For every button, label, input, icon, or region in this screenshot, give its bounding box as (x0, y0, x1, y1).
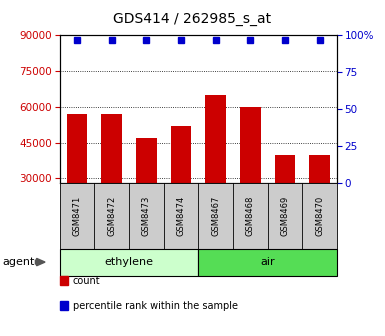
Bar (240, 107, 261, 250)
Text: ethylene: ethylene (104, 257, 154, 267)
Text: GSM8467: GSM8467 (211, 196, 220, 236)
Bar (136, 138, 157, 250)
Bar (275, 155, 295, 250)
Text: agent: agent (2, 257, 34, 267)
Text: percentile rank within the sample: percentile rank within the sample (73, 301, 238, 311)
Text: GSM8470: GSM8470 (315, 196, 324, 236)
Text: GSM8474: GSM8474 (176, 196, 186, 236)
Text: GDS414 / 262985_s_at: GDS414 / 262985_s_at (114, 12, 271, 26)
Bar (309, 155, 330, 250)
Text: GSM8472: GSM8472 (107, 196, 116, 236)
Bar (67, 114, 87, 250)
Bar (101, 114, 122, 250)
Text: GSM8469: GSM8469 (280, 196, 290, 236)
Text: GSM8471: GSM8471 (72, 196, 82, 236)
Text: GSM8473: GSM8473 (142, 196, 151, 236)
Text: air: air (260, 257, 275, 267)
Text: count: count (73, 276, 100, 286)
Bar (205, 95, 226, 250)
Text: GSM8468: GSM8468 (246, 196, 255, 236)
Bar (171, 126, 191, 250)
